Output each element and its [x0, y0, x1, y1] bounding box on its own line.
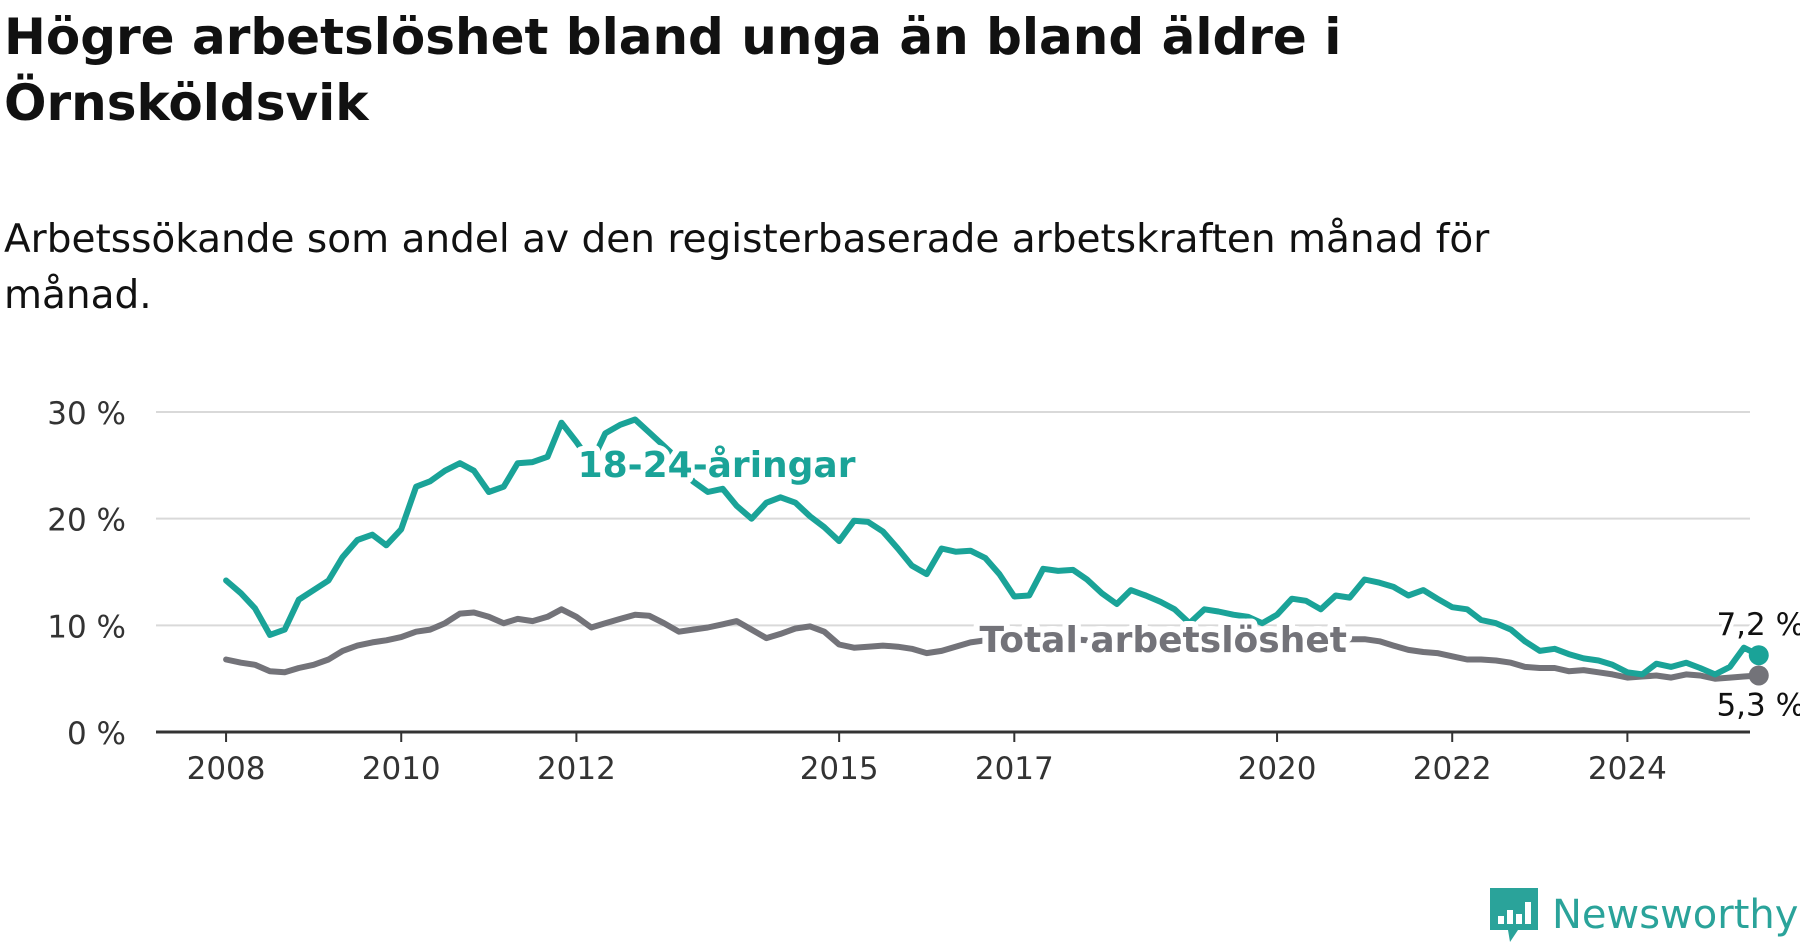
x-axis-ticks: 2008 2010 2012 2015 2017 2020 2022 2024 [187, 732, 1667, 787]
x-tick-label: 2015 [800, 751, 879, 787]
series-label-total: Total arbetslöshet [979, 620, 1347, 661]
series-lines [223, 416, 1762, 682]
series-labels: 18-24-åringar Total arbetslöshet 7,2 % 5,3 … [572, 439, 1800, 727]
end-marker-total [1748, 665, 1769, 686]
series-line-total [223, 606, 1762, 682]
x-tick-label: 2017 [975, 751, 1054, 787]
gridlines [156, 411, 1750, 734]
x-tick-label: 2012 [537, 751, 616, 787]
y-tick-label: 10 % [47, 609, 126, 645]
y-tick-label: 0 % [67, 716, 126, 752]
series-label-youth: 18-24-åringar [578, 445, 856, 486]
value-label-youth: 7,2 % [1716, 607, 1800, 643]
y-axis-ticks: 0 % 10 % 20 % 30 % [47, 396, 126, 752]
brand-name: Newsworthy [1552, 892, 1799, 938]
y-tick-label: 30 % [47, 396, 126, 432]
value-label-total: 5,3 % [1716, 687, 1800, 723]
x-tick-label: 2022 [1413, 751, 1492, 787]
series-line-youth [223, 416, 1762, 678]
brand-logo: Newsworthy [1488, 886, 1798, 944]
newsworthy-chart-icon [1490, 888, 1538, 942]
y-tick-label: 20 % [47, 503, 126, 539]
page-title: Högre arbetslöshet bland unga än bland ä… [4, 8, 1342, 132]
x-tick-label: 2024 [1588, 751, 1667, 787]
x-tick-label: 2008 [187, 751, 266, 787]
chart-subtitle: Arbetssökande som andel av den registerb… [4, 217, 1490, 318]
line-chart: 0 % 10 % 20 % 30 % 2008 2010 2012 2015 2017 2020… [47, 396, 1800, 787]
x-tick-label: 2020 [1238, 751, 1317, 787]
end-marker-youth [1748, 645, 1769, 666]
x-tick-label: 2010 [362, 751, 441, 787]
